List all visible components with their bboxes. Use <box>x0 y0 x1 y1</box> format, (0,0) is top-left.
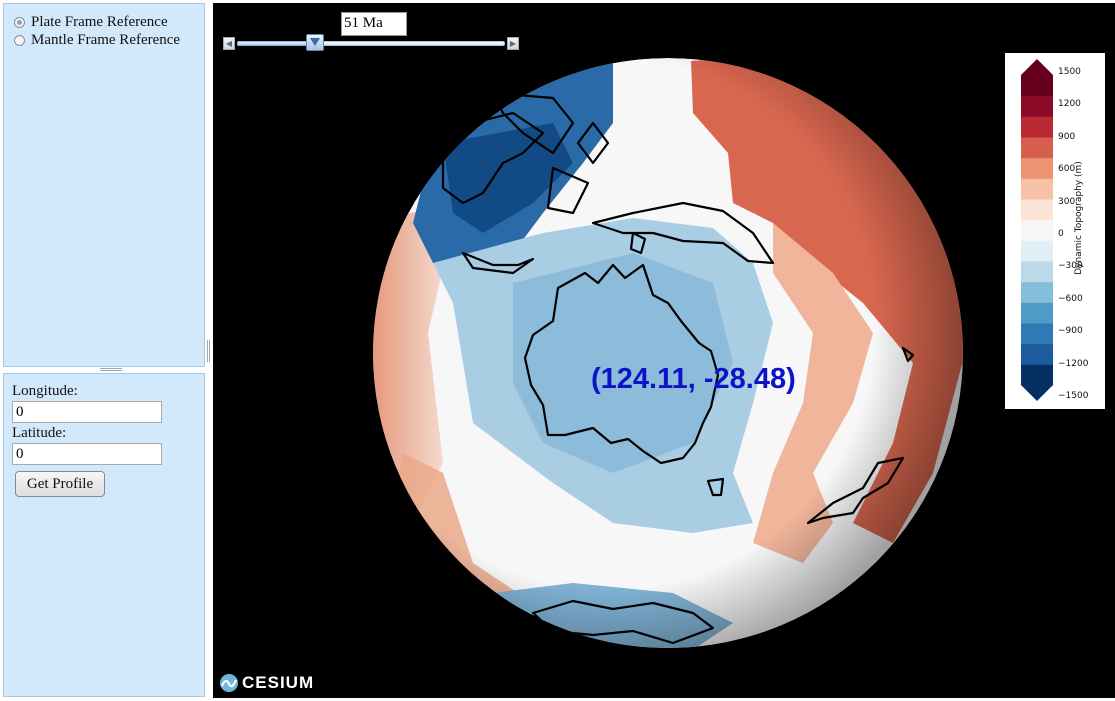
colorbar-segment <box>1021 219 1053 241</box>
plate-frame-radio[interactable] <box>14 17 25 28</box>
colorbar-tick-label: 0 <box>1058 229 1064 239</box>
colorbar-tick-label: 300 <box>1058 196 1076 207</box>
slider-fill <box>237 41 315 46</box>
colorbar-segment <box>1021 75 1053 97</box>
colorbar-segment <box>1021 323 1053 345</box>
reference-frame-panel: Plate Frame Reference Mantle Frame Refer… <box>3 3 205 367</box>
longitude-input[interactable] <box>12 401 162 423</box>
colorbar-top-extend <box>1021 59 1053 75</box>
colorbar-tick-label: −900 <box>1058 326 1083 337</box>
colorbar-tick-label: 1500 <box>1058 67 1081 77</box>
colorbar-segment <box>1021 157 1053 179</box>
get-profile-button[interactable]: Get Profile <box>15 471 105 497</box>
plate-frame-label: Plate Frame Reference <box>31 14 168 30</box>
colorbar-segment <box>1021 137 1053 159</box>
vertical-splitter-handle[interactable] <box>207 340 210 362</box>
colorbar-bottom-extend <box>1021 385 1053 401</box>
colorbar-title: Dynamic Topography (m) <box>1074 161 1084 275</box>
cesium-logo-icon <box>220 674 238 692</box>
colorbar-legend: 1500 1200 900 600 300 0 −300 −600 −900 −1200 −1500… <box>1005 53 1105 409</box>
longitude-label: Longitude: <box>12 383 78 399</box>
slider-left-arrow-icon[interactable]: ◀ <box>223 37 235 50</box>
colorbar-segment <box>1021 178 1053 200</box>
coordinate-label: (124.11, -28.48) <box>591 363 796 395</box>
cesium-viewer[interactable]: 51 Ma ◀ ▶ (124.11, -28.48) 1500 1200 900 60… <box>213 3 1115 698</box>
colorbar-tick-label: 600 <box>1058 164 1076 175</box>
latitude-input[interactable] <box>12 443 162 465</box>
colorbar-tick-label: 1200 <box>1058 99 1081 110</box>
colorbar-scale <box>1021 59 1053 401</box>
colorbar-tick-label: −1200 <box>1058 358 1089 369</box>
colorbar-segment <box>1021 281 1053 303</box>
colorbar-tick-label: −1500 <box>1058 391 1089 401</box>
profile-panel: Longitude: Latitude: Get Profile <box>3 373 205 697</box>
cesium-logo: CESIUM <box>219 673 314 693</box>
colorbar-segment <box>1021 302 1053 324</box>
mantle-frame-label: Mantle Frame Reference <box>31 32 181 48</box>
colorbar-segment <box>1021 116 1053 138</box>
mantle-frame-radio[interactable] <box>14 35 25 46</box>
globe[interactable] <box>213 3 1115 698</box>
colorbar-segment <box>1021 343 1053 365</box>
cesium-brand-text: CESIUM <box>242 673 315 692</box>
horizontal-splitter-handle[interactable] <box>100 368 122 371</box>
colorbar-segment <box>1021 199 1053 221</box>
slider-thumb[interactable] <box>305 34 324 51</box>
colorbar-tick-label: 900 <box>1058 131 1076 142</box>
colorbar-segment <box>1021 261 1053 283</box>
time-slider[interactable]: ◀ ▶ <box>223 34 519 51</box>
colorbar-segment <box>1021 95 1053 117</box>
time-label: 51 Ma <box>341 12 407 36</box>
latitude-label: Latitude: <box>12 425 67 441</box>
colorbar-segment <box>1021 240 1053 262</box>
plate-frame-option[interactable]: Plate Frame Reference <box>14 14 168 31</box>
colorbar-segment <box>1021 364 1053 386</box>
slider-right-arrow-icon[interactable]: ▶ <box>507 37 519 50</box>
colorbar-tick-label: −300 <box>1058 261 1083 272</box>
mantle-frame-option[interactable]: Mantle Frame Reference <box>14 32 180 49</box>
colorbar-tick-label: −600 <box>1058 293 1083 304</box>
